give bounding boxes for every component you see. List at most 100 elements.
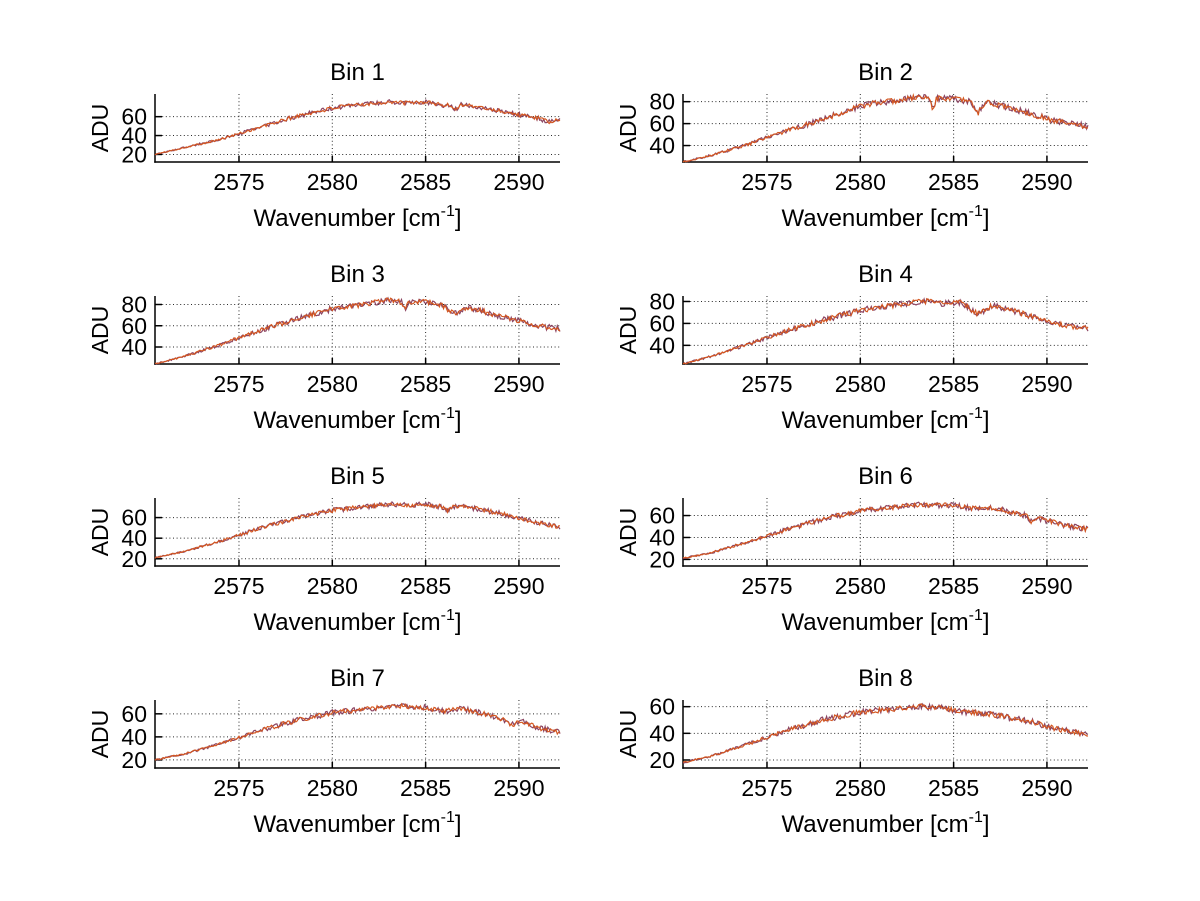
- subplot-title: Bin 4: [858, 261, 913, 288]
- y-axis-label: ADU: [615, 508, 641, 557]
- y-tick-label: 60: [121, 313, 147, 339]
- y-tick-label: 80: [121, 292, 147, 318]
- x-tick-label: 2575: [213, 573, 264, 599]
- y-axis-label: ADU: [615, 306, 641, 355]
- y-tick-label: 60: [121, 104, 147, 130]
- spectrum-underlay-line: [154, 500, 561, 559]
- y-tick-label: 40: [121, 123, 147, 149]
- x-axis-label: Wavenumber [cm-1]: [781, 203, 989, 232]
- x-tick-label: 2590: [493, 573, 544, 599]
- y-tick-label: 60: [649, 111, 675, 137]
- subplot-grid: 2575 2580 2585 2590 20 40 60 Bin 1 ADU Wavenumber…: [0, 46, 1200, 854]
- y-axis-label: ADU: [87, 508, 113, 557]
- y-tick-label: 20: [121, 546, 147, 572]
- x-tick-label: 2575: [213, 371, 264, 397]
- x-tick-label: 2585: [928, 371, 979, 397]
- x-axis-label: Wavenumber [cm-1]: [781, 405, 989, 434]
- spectrum-line: [154, 100, 561, 156]
- x-tick-label: 2575: [741, 775, 792, 801]
- subplot-title: Bin 8: [858, 665, 913, 692]
- x-tick-label: 2585: [400, 775, 451, 801]
- y-tick-label: 60: [121, 701, 147, 727]
- spectrum-underlay-line: [682, 93, 1089, 163]
- y-tick-label: 40: [649, 524, 675, 550]
- x-tick-label: 2590: [493, 169, 544, 195]
- subplot-title: Bin 1: [330, 59, 385, 86]
- spectrum-underlay-line: [682, 297, 1089, 365]
- y-tick-label: 20: [649, 546, 675, 572]
- y-axis-label: ADU: [87, 710, 113, 759]
- spectrum-line: [154, 502, 560, 559]
- y-tick-label: 40: [649, 133, 675, 159]
- spectrum-line: [154, 297, 561, 365]
- x-tick-label: 2590: [1021, 573, 1072, 599]
- y-axis-label: ADU: [615, 104, 641, 153]
- x-tick-label: 2585: [928, 169, 979, 195]
- x-tick-label: 2585: [928, 573, 979, 599]
- x-tick-label: 2575: [741, 573, 792, 599]
- x-tick-label: 2580: [835, 775, 886, 801]
- subplot-title: Bin 5: [330, 463, 385, 490]
- x-axis-label: Wavenumber [cm-1]: [253, 203, 461, 232]
- subplot-title: Bin 3: [330, 261, 385, 288]
- x-axis-label: Wavenumber [cm-1]: [253, 809, 461, 838]
- spectrum-line: [682, 502, 1089, 559]
- x-tick-label: 2585: [928, 775, 979, 801]
- x-tick-label: 2580: [307, 573, 358, 599]
- spectrum-line: [682, 703, 1089, 763]
- y-tick-label: 20: [121, 747, 147, 773]
- y-axis-label: ADU: [615, 710, 641, 759]
- x-tick-label: 2590: [1021, 371, 1072, 397]
- x-tick-label: 2580: [835, 573, 886, 599]
- y-tick-label: 40: [121, 724, 147, 750]
- spectrum-line: [682, 298, 1089, 365]
- y-tick-label: 40: [649, 720, 675, 746]
- spectrum-underlay-line: [154, 703, 561, 761]
- x-tick-label: 2580: [835, 169, 886, 195]
- x-tick-label: 2575: [213, 775, 264, 801]
- y-tick-label: 40: [121, 525, 147, 551]
- x-axis-label: Wavenumber [cm-1]: [253, 607, 461, 636]
- x-tick-label: 2575: [741, 371, 792, 397]
- y-tick-label: 40: [121, 334, 147, 360]
- spectrum-underlay-line: [154, 99, 561, 156]
- y-tick-label: 20: [121, 141, 147, 167]
- subplot-title: Bin 7: [330, 665, 385, 692]
- y-axis-label: ADU: [87, 306, 113, 355]
- spectrum-underlay-line: [682, 501, 1089, 560]
- y-tick-label: 60: [649, 310, 675, 336]
- x-tick-label: 2580: [307, 775, 358, 801]
- x-tick-label: 2590: [493, 371, 544, 397]
- x-tick-label: 2585: [400, 169, 451, 195]
- x-tick-label: 2575: [741, 169, 792, 195]
- y-tick-label: 60: [121, 505, 147, 531]
- y-tick-label: 60: [649, 694, 675, 720]
- x-tick-label: 2580: [307, 169, 358, 195]
- x-tick-label: 2590: [493, 775, 544, 801]
- subplot-title: Bin 6: [858, 463, 913, 490]
- y-tick-label: 40: [649, 332, 675, 358]
- x-tick-label: 2580: [835, 371, 886, 397]
- y-tick-label: 80: [649, 89, 675, 115]
- x-tick-label: 2585: [400, 371, 451, 397]
- x-axis-label: Wavenumber [cm-1]: [781, 809, 989, 838]
- x-tick-label: 2590: [1021, 169, 1072, 195]
- x-tick-label: 2580: [307, 371, 358, 397]
- y-tick-label: 60: [649, 503, 675, 529]
- x-tick-label: 2575: [213, 169, 264, 195]
- x-tick-label: 2590: [1021, 775, 1072, 801]
- spectrum-line: [154, 702, 561, 761]
- y-tick-label: 80: [649, 288, 675, 314]
- y-tick-label: 20: [649, 747, 675, 773]
- x-axis-label: Wavenumber [cm-1]: [781, 607, 989, 636]
- spectrum-underlay-line: [154, 296, 561, 365]
- spectrum-line: [682, 92, 1089, 163]
- x-tick-label: 2585: [400, 573, 451, 599]
